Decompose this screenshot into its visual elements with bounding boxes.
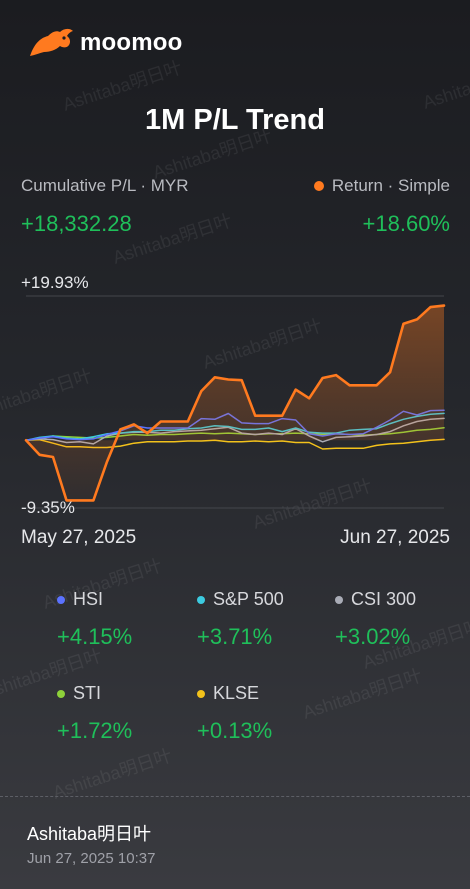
- legend-label: STI: [57, 683, 101, 704]
- klse-dot-icon: [197, 689, 205, 698]
- return-label-text: Return · Simple: [331, 176, 450, 195]
- return-value: +18.60%: [362, 211, 450, 236]
- legend-label: HSI: [57, 589, 103, 610]
- legend-name-text: STI: [73, 683, 102, 703]
- return-area-fill: [26, 305, 444, 501]
- legend-value: +1.72%: [57, 718, 133, 743]
- y-axis-min-label: -9.35%: [21, 498, 75, 517]
- bull-logo-icon: [30, 28, 73, 56]
- page-title: 1M P/L Trend: [145, 104, 325, 136]
- x-axis-start-label: May 27, 2025: [21, 527, 137, 548]
- legend-item-sti: STI +1.72%: [57, 683, 132, 744]
- footer-divider: [0, 796, 470, 797]
- legend-item-csi300: CSI 300 +3.02%: [335, 589, 416, 650]
- moomoo-logo: moomoo: [26, 26, 183, 60]
- legend-value: +3.71%: [197, 624, 273, 649]
- legend-item-hsi: HSI +4.15%: [57, 589, 132, 650]
- series-line-return-simple: [24, 304, 446, 502]
- hsi-dot-icon: [57, 595, 65, 604]
- legend-value: +3.02%: [335, 624, 411, 649]
- cumulative-pl-label: Cumulative P/L · MYR: [21, 176, 189, 195]
- legend-label: CSI 300: [335, 589, 416, 610]
- legend-item-klse: KLSE +0.13%: [197, 683, 272, 744]
- user-name: Ashitaba明日叶: [27, 824, 152, 844]
- legend-name-text: KLSE: [213, 683, 260, 703]
- legend-name-text: CSI 300: [351, 589, 417, 609]
- x-axis-end-label: Jun 27, 2025: [340, 527, 450, 548]
- return-legend-dot: [313, 181, 324, 191]
- brand-name: moomoo: [80, 29, 183, 56]
- legend-item-sp500: S&P 500 +3.71%: [197, 589, 284, 650]
- legend-value: +4.15%: [57, 624, 133, 649]
- cumulative-pl-value: +18,332.28: [21, 211, 132, 236]
- legend-name-text: HSI: [73, 589, 104, 609]
- legend-label: S&P 500: [197, 589, 284, 610]
- csi300-dot-icon: [335, 595, 343, 604]
- timestamp: Jun 27, 2025 10:37: [27, 850, 156, 867]
- legend-value: +0.13%: [197, 718, 273, 743]
- legend-label: KLSE: [197, 683, 259, 704]
- sp500-dot-icon: [197, 595, 205, 604]
- legend-name-text: S&P 500: [213, 589, 284, 609]
- sti-dot-icon: [57, 689, 65, 698]
- return-label: Return · Simple: [313, 176, 450, 196]
- y-axis-max-label: +19.93%: [21, 273, 89, 292]
